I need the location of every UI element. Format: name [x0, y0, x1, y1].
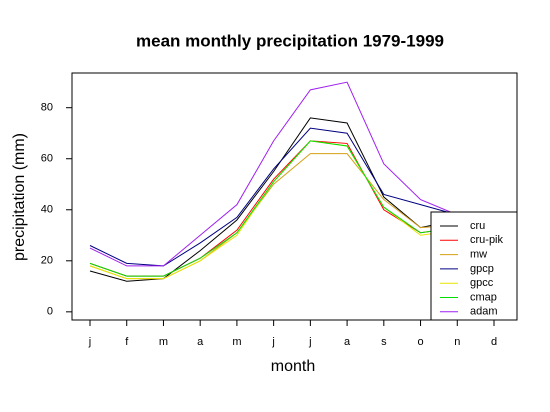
x-tick-label: m: [159, 336, 168, 348]
legend-box: [430, 211, 518, 321]
x-tick-label: f: [125, 336, 129, 348]
legend-label: cru: [470, 220, 485, 232]
x-tick-label: m: [232, 336, 241, 348]
x-tick-label: o: [417, 336, 423, 348]
y-tick-label: 20: [41, 255, 53, 267]
y-tick-label: 0: [47, 306, 53, 318]
legend-label: cmap: [470, 291, 497, 303]
y-tick-label: 80: [41, 102, 53, 114]
legend-label: gpcp: [470, 263, 494, 275]
chart-title: mean monthly precipitation 1979-1999: [136, 31, 444, 50]
legend-label: gpcc: [470, 277, 494, 289]
x-tick-label: j: [271, 336, 274, 348]
y-tick-label: 60: [41, 153, 53, 165]
legend-label: mw: [470, 249, 487, 261]
x-tick-label: a: [197, 336, 204, 348]
x-tick-label: j: [88, 336, 91, 348]
y-tick-label: 40: [41, 204, 53, 216]
x-tick-label: j: [308, 336, 311, 348]
plot-frame: [71, 72, 518, 321]
x-tick-label: s: [381, 336, 387, 348]
y-axis-label: precipitation (mm): [11, 133, 28, 261]
line-series: [89, 140, 495, 277]
legend-label: adam: [470, 306, 498, 318]
line-series: [89, 81, 495, 267]
x-tick-label: a: [344, 336, 351, 348]
x-axis-label: month: [271, 358, 315, 375]
x-tick-label: n: [454, 336, 460, 348]
x-tick-label: d: [491, 336, 497, 348]
legend-label: cru-pik: [470, 234, 504, 246]
